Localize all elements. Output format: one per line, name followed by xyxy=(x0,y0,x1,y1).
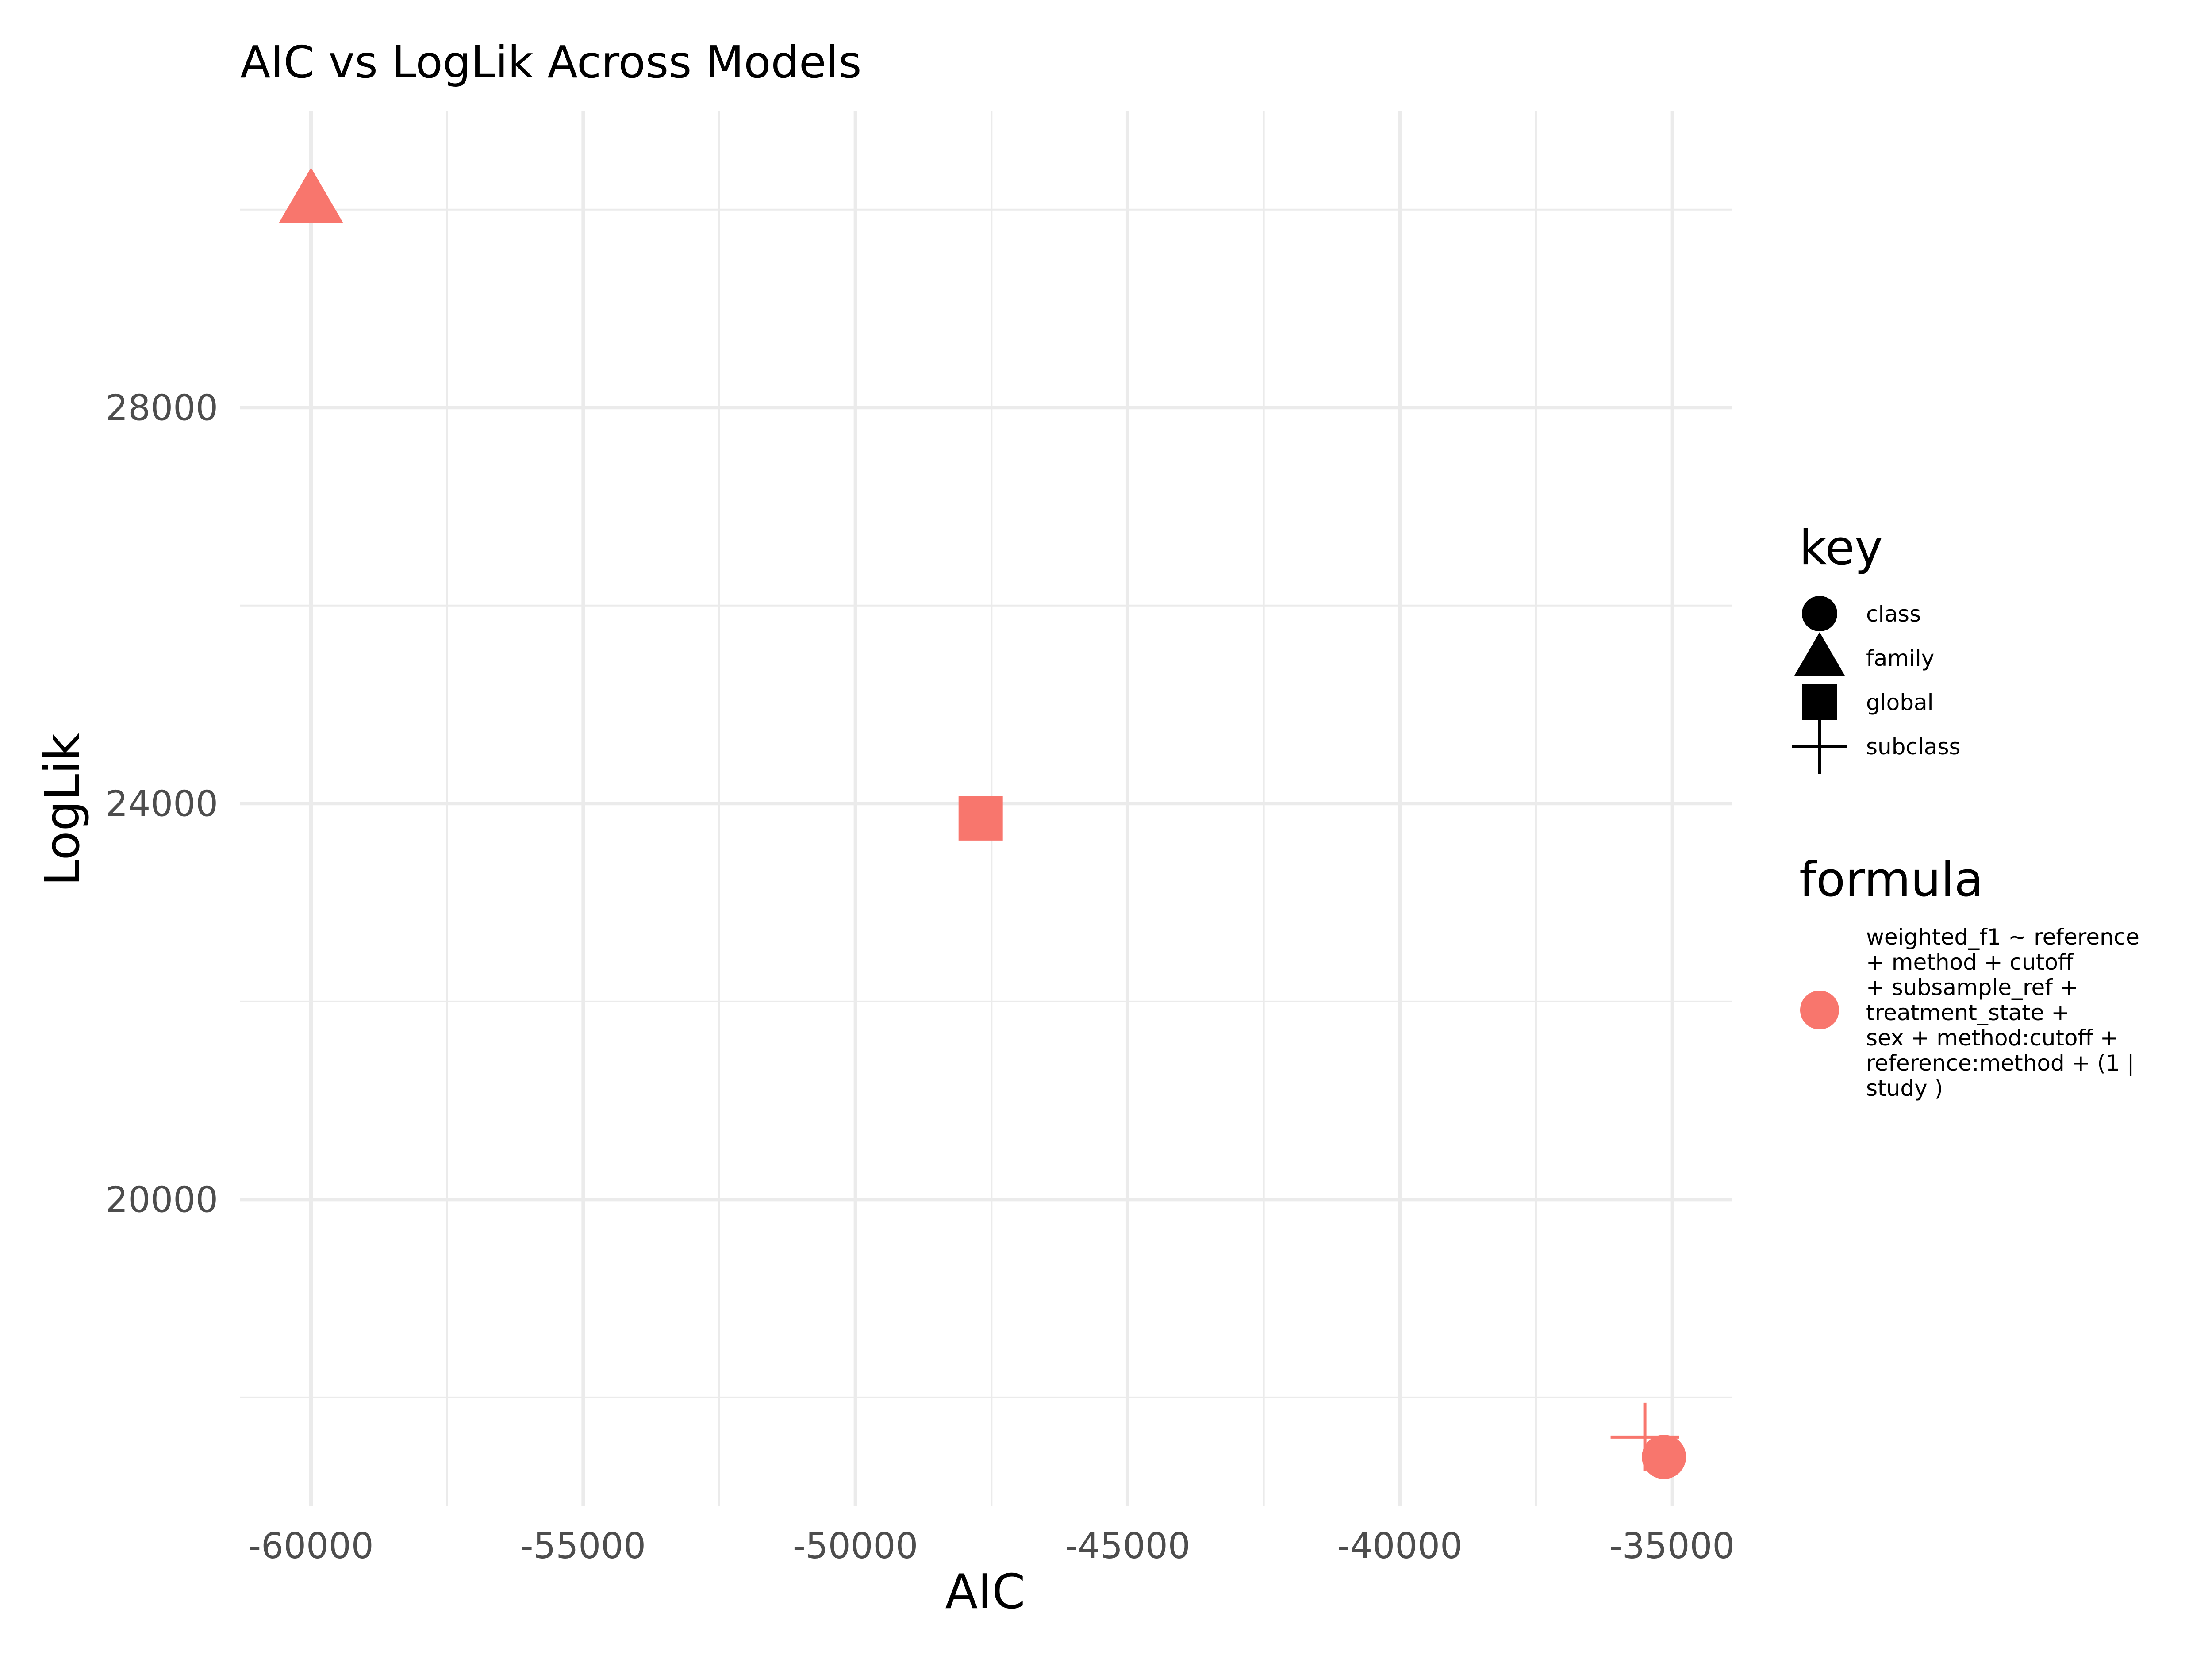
legend-key-label: class xyxy=(1866,601,1921,627)
legend-key-label: subclass xyxy=(1866,734,1961,760)
formula-line: weighted_f1 ~ reference xyxy=(1866,924,2139,950)
chart-title: AIC vs LogLik Across Models xyxy=(240,36,861,88)
x-tick-label: -55000 xyxy=(521,1525,646,1567)
y-tick-label: 24000 xyxy=(106,783,219,824)
legend-key-swatch-class xyxy=(1802,596,1837,631)
legend-formula-label: weighted_f1 ~ reference + method + cutof… xyxy=(1866,924,2147,1101)
tick-labels: -60000 -55000 -50000 -45000 -40000 -35000 2000… xyxy=(106,387,1735,1567)
legend-key-title: key xyxy=(1799,520,1883,576)
data-point-global xyxy=(958,796,1003,841)
formula-line: + subsample_ref + xyxy=(1866,975,2078,1000)
legend-formula: formula weighted_f1 ~ reference + method… xyxy=(1799,852,2147,1101)
formula-line: treatment_state + xyxy=(1866,1000,2070,1025)
x-tick-label: -35000 xyxy=(1609,1525,1735,1567)
x-tick-label: -40000 xyxy=(1337,1525,1463,1567)
legend-key-swatch-subclass xyxy=(1792,719,1847,774)
legend-formula-swatch xyxy=(1800,991,1839,1029)
legend-key-swatch-family xyxy=(1794,632,1845,676)
legend-key-swatch-global xyxy=(1802,684,1837,720)
formula-line: reference:method + (1 | xyxy=(1866,1050,2134,1076)
legend-formula-title: formula xyxy=(1799,852,1983,907)
x-tick-label: -60000 xyxy=(248,1525,373,1567)
data-point-family xyxy=(279,167,343,223)
legend-key-label: global xyxy=(1866,690,1934,715)
legend-key: key class family global subclass xyxy=(1792,520,1961,774)
x-axis-title: AIC xyxy=(945,1564,1025,1620)
formula-line: study ) xyxy=(1866,1075,1943,1101)
y-tick-label: 28000 xyxy=(106,387,219,428)
data-point-class xyxy=(1642,1435,1686,1479)
x-tick-label: -45000 xyxy=(1065,1525,1190,1567)
legend-key-label: family xyxy=(1866,645,1934,671)
data-points xyxy=(279,167,1686,1479)
y-tick-label: 20000 xyxy=(106,1179,219,1220)
formula-line: sex + method:cutoff + xyxy=(1866,1025,2119,1051)
x-tick-label: -50000 xyxy=(793,1525,918,1567)
formula-line: + method + cutoff xyxy=(1866,949,2074,975)
y-axis-title: LogLik xyxy=(35,733,90,886)
